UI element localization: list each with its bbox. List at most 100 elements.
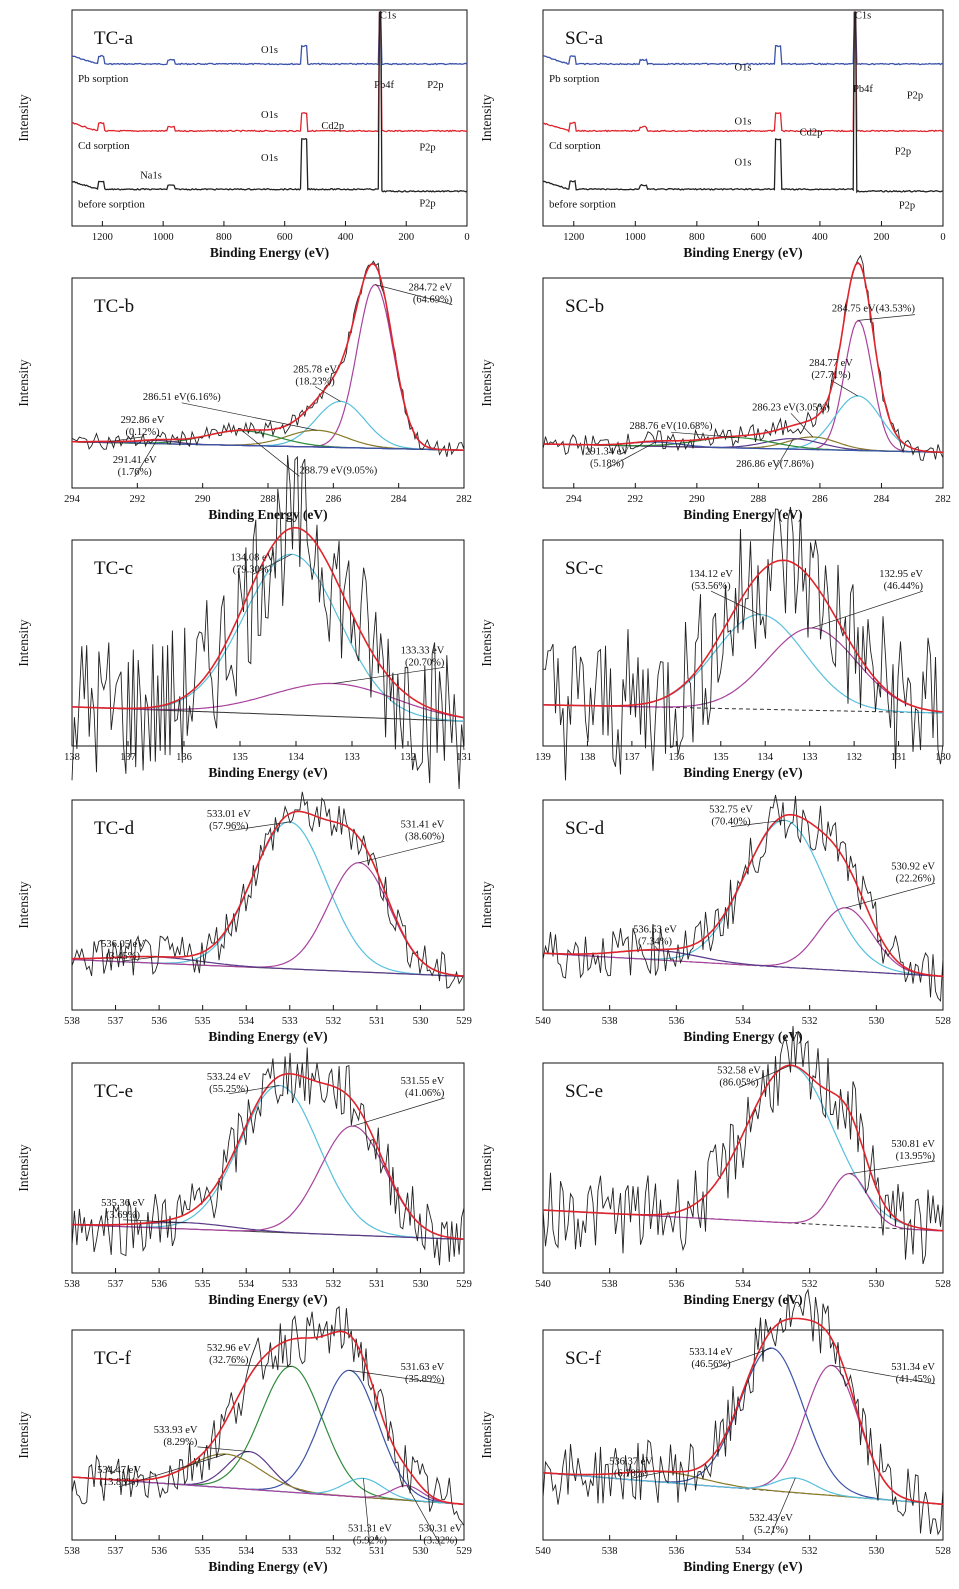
fit-component: [72, 682, 465, 719]
peak-label-line: 536.53 eV: [633, 924, 677, 935]
peak-label-line: 532.96 eV: [207, 1343, 251, 1354]
peak-annotation: P2p: [899, 201, 915, 212]
peak-label-line: 536.37 eV: [609, 1456, 653, 1467]
series-label: Cd sorption: [549, 140, 601, 152]
peak-label-line: 531.41 eV: [401, 819, 445, 830]
panel-title: SC-d: [565, 818, 605, 839]
x-tick-label: 534: [238, 1279, 255, 1290]
x-tick-label: 533: [282, 1546, 298, 1557]
x-tick-label: 294: [64, 494, 81, 505]
x-tick-label: 132: [400, 752, 416, 763]
x-tick-label: 536: [151, 1546, 167, 1557]
label-leader: [811, 590, 924, 629]
peak-label: 533.24 eV (55.25%): [207, 1072, 251, 1095]
peak-label-line: 132.95 eV: [879, 569, 923, 580]
x-tick-label: 532: [325, 1546, 341, 1557]
x-tick-label: 1200: [92, 232, 113, 243]
x-axis-label: Binding Energy (eV): [208, 1292, 327, 1307]
survey-trace: [71, 10, 468, 193]
x-tick-label: 528: [935, 1546, 951, 1557]
peak-label-line: (79.30%): [233, 565, 273, 576]
peak-label: 531.63 eV (35.89%): [401, 1362, 445, 1385]
peak-label-line: 531.63 eV: [401, 1362, 445, 1373]
peak-label-line: 531.55 eV: [401, 1076, 445, 1087]
peak-label-line: (41.45%): [896, 1374, 936, 1385]
peak-annotation: Cd2p: [321, 121, 344, 132]
x-tick-label: 292: [129, 494, 145, 505]
panel-sc-d: 540 538 536 534 532 530 528 Binding Energy (eV)…: [479, 794, 951, 1044]
survey-trace: [71, 13, 468, 66]
peak-label: 533.01 eV (57.96%): [207, 809, 251, 832]
label-leader: [134, 440, 157, 477]
panel-sc-e: 540 538 536 534 532 530 528 Binding Energy (eV)…: [479, 1025, 951, 1307]
x-tick-label: 136: [668, 752, 684, 763]
label-leader: [630, 1471, 665, 1479]
peak-label: 284.72 eV (64.69%): [408, 283, 452, 306]
x-tick-label: 1200: [563, 232, 584, 243]
peak-label-line: 285.78 eV: [293, 365, 337, 376]
peak-label-line: 133.33 eV: [401, 645, 445, 656]
peak-label-line: (55.25%): [209, 1084, 249, 1095]
peak-label-line: (46.44%): [884, 581, 924, 592]
label-leader: [358, 840, 445, 864]
peak-label-line: (20.70%): [405, 657, 445, 668]
peak-label-line: 533.93 eV: [154, 1425, 198, 1436]
x-tick-label: 288: [260, 494, 276, 505]
y-axis-label: Intensity: [479, 1144, 494, 1191]
peak-label-line: 530.92 eV: [891, 861, 935, 872]
peak-label-line: 284.75 eV(43.53%): [832, 304, 916, 315]
panel-sc-f: 540 538 536 534 532 530 528 Binding Energy (eV)…: [479, 1288, 951, 1574]
panel-title: SC-a: [565, 28, 604, 49]
peak-label: 536.05 eV (3.45%): [101, 939, 145, 962]
plot-frame: [542, 9, 944, 227]
peak-label-line: 535.36 eV: [101, 1198, 145, 1209]
peak-label-line: (57.96%): [209, 821, 249, 832]
peak-label-line: (38.60%): [405, 831, 445, 842]
label-leader: [228, 821, 290, 832]
peak-annotation: Na1s: [140, 170, 162, 181]
x-tick-label: 286: [812, 494, 828, 505]
fit-component: [542, 627, 944, 713]
x-tick-label: 132: [846, 752, 862, 763]
x-tick-label: 538: [602, 1279, 618, 1290]
panel-tc-c: 138 137 136 135 134 133 132 131 Binding Energy (…: [16, 454, 472, 790]
peak-label: 532.43 eV (5.21%): [749, 1513, 793, 1536]
label-leader: [654, 946, 659, 951]
x-tick-label: 137: [624, 752, 640, 763]
x-tick-label: 532: [802, 1546, 818, 1557]
x-tick-label: 529: [456, 1016, 472, 1027]
x-tick-label: 534: [238, 1016, 255, 1027]
x-tick-label: 0: [940, 232, 945, 243]
raw-spectrum: [542, 794, 944, 1003]
peak-label: 288.79 eV(9.05%): [299, 465, 377, 476]
x-tick-label: 536: [668, 1279, 684, 1290]
x-tick-label: 139: [535, 752, 551, 763]
fit-envelope: [72, 810, 465, 977]
peak-label-line: 286.51 eV(6.16%): [143, 392, 221, 403]
x-axis-label: Binding Energy (eV): [683, 1292, 802, 1307]
x-axis-label: Binding Energy (eV): [683, 507, 802, 522]
x-tick-label: 800: [689, 232, 705, 243]
peak-annotation: O1s: [261, 153, 278, 164]
peak-label: 284.75 eV(43.53%): [832, 304, 916, 315]
label-leader: [122, 956, 157, 962]
x-tick-label: 532: [802, 1279, 818, 1290]
peak-label-line: (22.26%): [896, 873, 936, 884]
peak-label-line: (6.78%): [614, 1468, 649, 1479]
x-tick-label: 537: [108, 1016, 124, 1027]
series-label: Cd sorption: [78, 140, 130, 152]
peak-annotation: P2p: [427, 80, 443, 91]
x-axis-label: Binding Energy (eV): [210, 245, 329, 260]
y-axis-label: Intensity: [479, 619, 494, 666]
peak-label-line: (70.40%): [711, 817, 751, 828]
x-tick-label: 530: [868, 1546, 884, 1557]
x-tick-label: 534: [735, 1546, 752, 1557]
fit-envelope: [542, 1317, 944, 1506]
plot-frame: [542, 539, 944, 747]
panel-tc-d: 538 537 536 535 534 533 532 531 530 529 Binding En…: [16, 791, 472, 1044]
peak-annotation: Pb4f: [853, 84, 873, 95]
peak-annotation: C1s: [380, 11, 396, 22]
x-tick-label: 528: [935, 1016, 951, 1027]
x-tick-label: 200: [874, 232, 890, 243]
panel-title: TC-b: [94, 296, 134, 317]
